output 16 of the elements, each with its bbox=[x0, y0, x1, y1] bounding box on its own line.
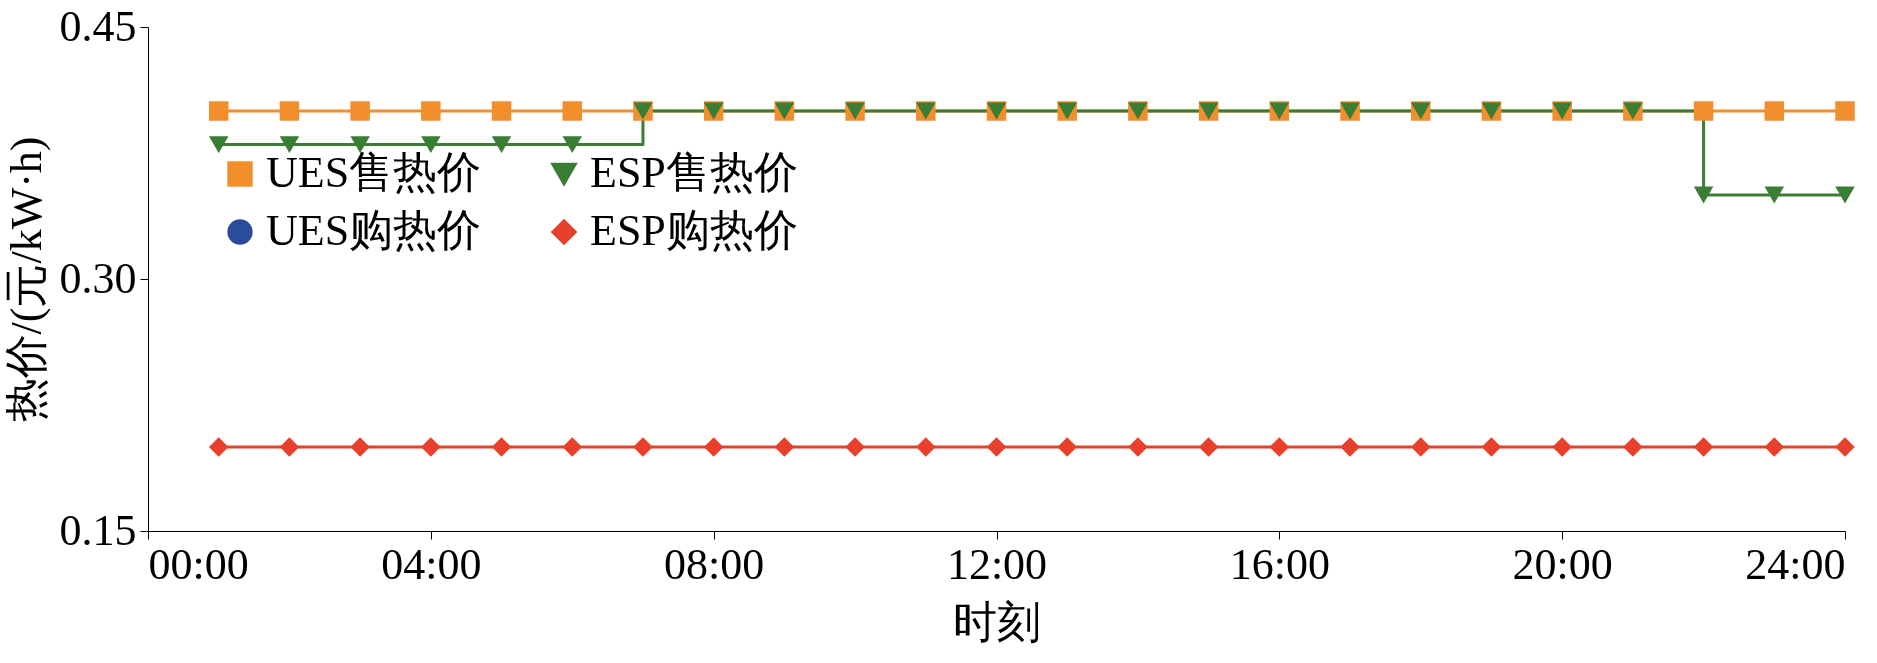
x-tick-label: 04:00 bbox=[381, 539, 482, 589]
x-tick-label: 00:00 bbox=[148, 539, 249, 589]
legend-label: UES售热价 bbox=[266, 148, 482, 197]
y-axis-title: 热价/(元/kW·h) bbox=[1, 136, 51, 423]
y-tick-label: 0.15 bbox=[59, 505, 137, 555]
legend-label: UES购热价 bbox=[266, 206, 482, 255]
x-axis-title: 时刻 bbox=[953, 597, 1041, 647]
x-tick-label: 20:00 bbox=[1512, 539, 1613, 589]
x-tick-label: 24:00 bbox=[1745, 539, 1846, 589]
legend-label: ESP购热价 bbox=[590, 206, 798, 255]
x-tick-label: 16:00 bbox=[1229, 539, 1330, 589]
legend-label: ESP售热价 bbox=[590, 148, 798, 197]
x-tick-label: 08:00 bbox=[664, 539, 765, 589]
y-tick-label: 0.45 bbox=[59, 1, 137, 51]
x-tick-label: 12:00 bbox=[946, 539, 1048, 589]
y-tick-label: 0.30 bbox=[59, 253, 137, 303]
